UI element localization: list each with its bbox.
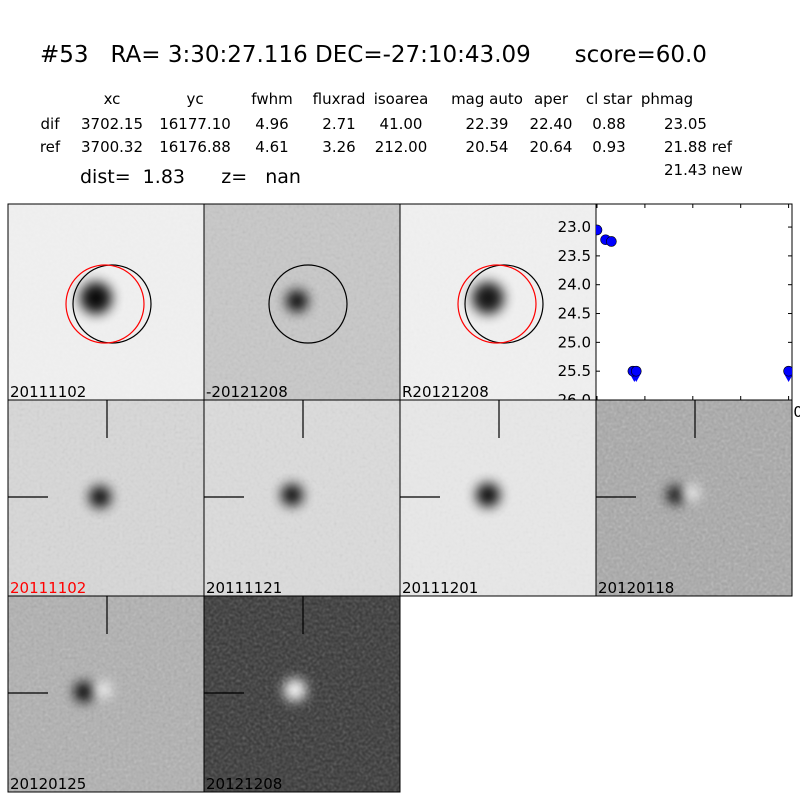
table-cell: 4.96 <box>255 115 289 133</box>
table-cell: 22.40 <box>529 115 573 133</box>
aperture-circle <box>464 264 544 344</box>
data-point <box>630 365 642 377</box>
image-stamp: 20111102 <box>7 399 205 597</box>
stamp-date-label: -20121208 <box>206 383 288 401</box>
y-tick-label: 25.0 <box>558 333 591 351</box>
stamp-date-label: 20111102 <box>10 383 86 401</box>
dist-z-line: dist= 1.83 z= nan <box>80 166 301 188</box>
data-point <box>783 365 792 377</box>
table-cell: 20.54 <box>465 138 509 156</box>
phmag-new: 21.43 new <box>664 161 743 179</box>
stamp-date-label: 20111121 <box>206 579 282 597</box>
aperture-circle <box>65 264 145 344</box>
column-header: fluxrad <box>312 90 366 108</box>
table-cell: 23.05 <box>664 115 707 133</box>
table-cell: 4.61 <box>255 138 289 156</box>
aperture-circle <box>72 264 152 344</box>
stamp-date-label: 20111102 <box>10 579 86 597</box>
figure-title: #53 RA= 3:30:27.116 DEC=-27:10:43.09 sco… <box>40 42 707 68</box>
y-tick-label: 24.5 <box>558 305 591 323</box>
aperture-circle <box>457 264 537 344</box>
source-blob <box>683 485 699 501</box>
column-header: yc <box>186 90 204 108</box>
source-blob <box>476 483 500 507</box>
image-stamp: 20111121 <box>203 399 401 597</box>
table-cell: 20.64 <box>529 138 573 156</box>
row-label: ref <box>39 138 61 156</box>
column-header: aper <box>533 90 569 108</box>
y-tick-label: 25.5 <box>558 362 591 380</box>
table-cell: 22.39 <box>465 115 509 133</box>
stamp-date-label: 20120118 <box>598 579 674 597</box>
row-label: dif <box>40 115 60 133</box>
column-header: xc <box>103 90 121 108</box>
table-cell: 0.88 <box>592 115 626 133</box>
aperture-circle <box>268 264 348 344</box>
stamp-frame <box>595 399 793 597</box>
table-cell: 16177.10 <box>159 115 231 133</box>
stamp-date-label: 20121208 <box>206 775 282 793</box>
stamp-date-label: 20120125 <box>10 775 86 793</box>
source-blob <box>472 282 504 314</box>
image-stamp: 20120125 <box>7 595 205 793</box>
lightcurve-plot <box>595 203 793 401</box>
column-header: fwhm <box>251 90 293 108</box>
plot-area <box>595 203 793 401</box>
table-cell: 41.00 <box>379 115 423 133</box>
column-header: mag auto <box>451 90 523 108</box>
image-stamp: R20121208 <box>399 203 597 401</box>
table-cell: 21.88 ref <box>664 138 733 156</box>
source-blob <box>281 484 303 506</box>
stamp-date-label: R20121208 <box>402 383 489 401</box>
table-cell: 16176.88 <box>159 138 231 156</box>
table-cell: 3.26 <box>322 138 356 156</box>
source-blob <box>95 682 111 698</box>
image-stamp: -20121208 <box>203 203 401 401</box>
table-cell: 0.93 <box>592 138 626 156</box>
source-blob <box>74 682 94 702</box>
table-cell: 212.00 <box>374 138 428 156</box>
stamp-date-label: 20111201 <box>402 579 478 597</box>
table-cell: 3702.15 <box>80 115 144 133</box>
image-stamp: 20121208 <box>203 595 401 793</box>
source-blob <box>284 679 306 701</box>
column-header: phmag <box>640 90 694 108</box>
table-cell: 3700.32 <box>80 138 144 156</box>
source-blob <box>80 282 112 314</box>
image-stamp: 20111201 <box>399 399 597 597</box>
y-tick-label: 23.5 <box>558 247 591 265</box>
image-stamp: 20111102 <box>7 203 205 401</box>
stamp-frame <box>203 595 401 793</box>
y-tick-label: 24.0 <box>558 276 591 294</box>
column-header: isoarea <box>373 90 429 108</box>
source-blob <box>667 486 685 504</box>
table-cell: 2.71 <box>322 115 356 133</box>
column-header: cl star <box>585 90 633 108</box>
data-point <box>596 224 603 236</box>
source-blob <box>286 290 308 312</box>
data-point <box>606 236 617 247</box>
source-blob <box>89 486 111 508</box>
image-stamp: 20120118 <box>595 399 793 597</box>
y-tick-label: 23.0 <box>558 218 591 236</box>
